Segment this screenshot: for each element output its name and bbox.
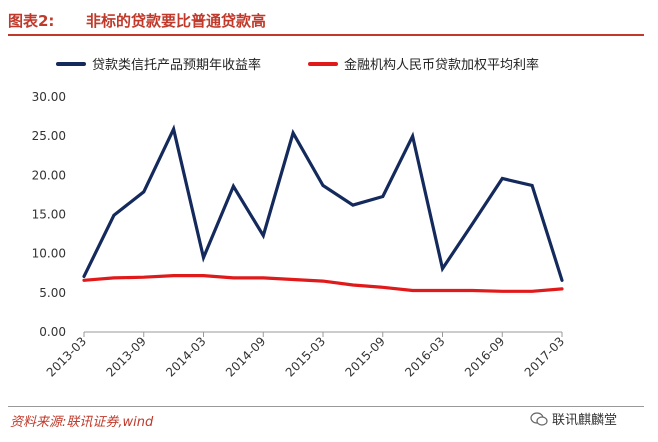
y-tick-label: 0.00 (39, 325, 66, 339)
source-note: 资料来源:联讯证券,wind (10, 415, 154, 430)
data-point-trust-yield (381, 195, 384, 198)
data-point-loan-rate (411, 289, 414, 292)
data-point-loan-rate (232, 276, 235, 280)
source-divider (8, 406, 644, 407)
data-point-loan-rate (172, 274, 175, 277)
data-point-trust-yield (411, 135, 414, 138)
x-tick-label: 2013-09 (104, 334, 149, 379)
data-point-loan-rate (291, 278, 295, 281)
y-tick-label: 30.00 (32, 90, 66, 104)
data-point-trust-yield (202, 256, 205, 259)
data-point-loan-rate (560, 287, 564, 291)
legend-swatch-trust-yield (56, 62, 86, 66)
data-point-loan-rate (142, 276, 145, 279)
wechat-icon (530, 412, 548, 426)
series-line-trust-yield (82, 124, 564, 282)
data-point-trust-yield (82, 275, 86, 278)
data-point-trust-yield (530, 184, 534, 187)
legend-swatch-loan-rate (308, 62, 338, 66)
data-point-trust-yield (441, 267, 444, 270)
data-point-loan-rate (202, 274, 205, 277)
data-point-trust-yield (501, 177, 504, 180)
data-point-loan-rate (262, 276, 265, 280)
y-tick-label: 5.00 (39, 286, 66, 300)
legend-label-loan-rate: 金融机构人民币贷款加权平均利率 (344, 58, 540, 73)
data-point-loan-rate (501, 290, 504, 293)
x-tick-label: 2014-09 (223, 334, 268, 379)
data-point-trust-yield (351, 203, 355, 207)
data-point-loan-rate (321, 279, 325, 283)
title-bar: 图表2: 非标的贷款要比普通贷款高 (8, 6, 648, 36)
data-point-trust-yield (172, 127, 175, 131)
brand-badge: 联讯麒麟堂 (530, 409, 617, 428)
y-tick-label: 15.00 (32, 208, 66, 222)
title-underline (8, 34, 644, 36)
x-tick-label: 2015-03 (283, 334, 328, 379)
data-point-loan-rate (471, 289, 474, 292)
y-tick-label: 25.00 (32, 129, 66, 143)
data-point-trust-yield (262, 234, 265, 237)
brand-name: 联讯麒麟堂 (552, 413, 618, 428)
figure-number: 图表2: (8, 12, 55, 30)
legend-label-trust-yield: 贷款类信托产品预期年收益率 (92, 58, 262, 73)
series-line-loan-rate (82, 274, 564, 293)
data-point-loan-rate (112, 276, 116, 280)
data-point-loan-rate (441, 289, 444, 292)
x-tick-label: 2013-03 (44, 334, 89, 379)
data-point-loan-rate (82, 279, 86, 282)
data-point-trust-yield (112, 214, 116, 217)
data-point-trust-yield (232, 185, 235, 188)
line-chart: 0.00 5.00 10.00 15.00 20.00 25.00 30.00 2013-03… (32, 90, 567, 380)
y-tick-label: 20.00 (32, 168, 66, 182)
x-tick-label: 2016-09 (462, 334, 507, 379)
data-point-trust-yield (560, 279, 564, 282)
data-point-trust-yield (291, 131, 295, 135)
x-tick-label: 2014-03 (163, 334, 208, 379)
data-point-loan-rate (381, 286, 384, 289)
x-tick-label: 2016-03 (402, 334, 447, 379)
data-point-loan-rate (351, 283, 355, 287)
chart-title: 非标的贷款要比普通贷款高 (86, 12, 267, 30)
data-point-trust-yield (321, 184, 325, 187)
y-tick-label: 10.00 (32, 247, 66, 261)
x-tick-label: 2017-03 (522, 334, 567, 379)
data-point-loan-rate (530, 290, 534, 293)
data-point-trust-yield (471, 222, 474, 226)
data-point-trust-yield (142, 190, 145, 193)
x-tick-label: 2015-09 (343, 334, 388, 379)
